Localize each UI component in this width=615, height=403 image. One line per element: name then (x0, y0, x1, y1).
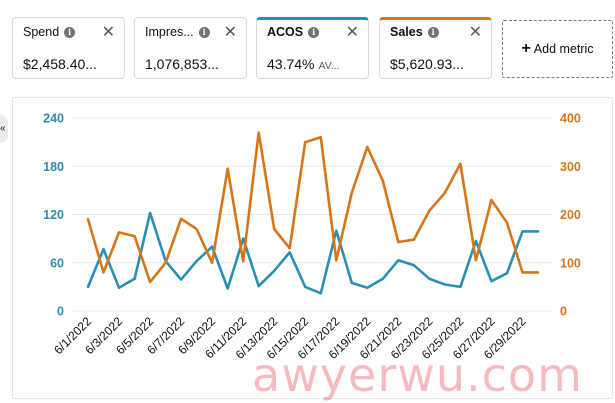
collapse-sidebar-icon[interactable]: « (0, 115, 8, 143)
series-line-acos (86, 211, 540, 295)
y-right-tick-label: 200 (560, 208, 581, 222)
watermark: awyerwu.com (252, 348, 583, 402)
metric-card-sales[interactable]: Sales i ✕ $5,620.93... (379, 17, 492, 79)
metric-card-impressions[interactable]: Impres... i ✕ 1,076,853... (134, 17, 247, 79)
metric-label: ACOS (267, 25, 304, 39)
metric-card-spend[interactable]: Spend i ✕ $2,458.40... (12, 17, 125, 79)
close-icon[interactable]: ✕ (101, 24, 115, 41)
metric-label: Spend (23, 25, 60, 39)
y-left-tick-label: 120 (43, 208, 64, 222)
info-icon[interactable]: i (308, 26, 320, 38)
metric-value-suffix: AV... (318, 60, 340, 72)
close-icon[interactable]: ✕ (223, 24, 237, 41)
add-metric-label: Add metric (533, 42, 594, 56)
metric-value: 43.74% (267, 56, 315, 72)
y-right-tick-label: 0 (560, 305, 567, 319)
y-left-tick-label: 0 (57, 305, 64, 319)
y-right-tick-label: 300 (560, 160, 581, 174)
metric-label: Impres... (145, 25, 194, 39)
info-icon[interactable]: i (198, 26, 210, 38)
metric-label: Sales (390, 25, 423, 39)
close-icon[interactable]: ✕ (345, 24, 359, 41)
y-left-tick-label: 180 (43, 160, 64, 174)
plus-icon: + (521, 40, 531, 57)
y-right-tick-label: 400 (560, 112, 581, 126)
metric-value: 1,076,853... (145, 56, 219, 72)
series-line-sales (86, 131, 540, 284)
close-icon[interactable]: ✕ (468, 24, 482, 41)
y-left-tick-label: 240 (43, 112, 64, 126)
info-icon[interactable]: i (427, 26, 439, 38)
metric-value: $5,620.93... (390, 56, 464, 72)
metric-value: $2,458.40... (23, 56, 97, 72)
y-right-tick-label: 100 (560, 256, 581, 270)
chart-panel (12, 97, 613, 399)
metric-card-acos[interactable]: ACOS i ✕ 43.74% AV... (256, 17, 369, 79)
add-metric-button[interactable]: + Add metric (502, 20, 613, 78)
info-icon[interactable]: i (64, 26, 76, 38)
y-left-tick-label: 60 (50, 256, 64, 270)
